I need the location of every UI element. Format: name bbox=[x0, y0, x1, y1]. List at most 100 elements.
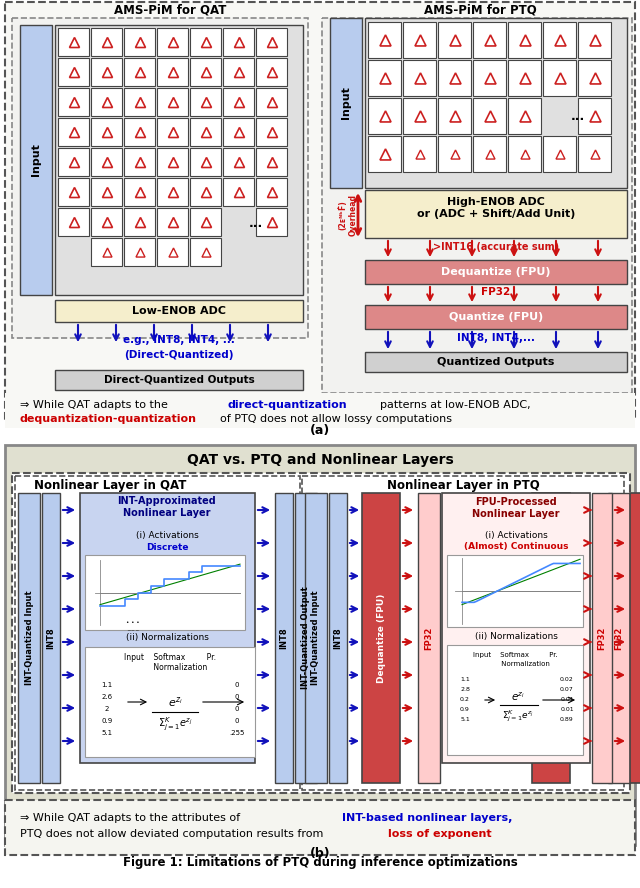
Bar bbox=[578, 136, 611, 172]
Bar bbox=[543, 22, 576, 58]
Polygon shape bbox=[202, 187, 211, 197]
Bar bbox=[256, 148, 287, 176]
Text: 0.9: 0.9 bbox=[101, 718, 113, 724]
Bar bbox=[190, 238, 221, 266]
Polygon shape bbox=[556, 150, 565, 159]
Text: Input: Input bbox=[31, 144, 41, 177]
Bar bbox=[305, 493, 327, 783]
Bar bbox=[362, 493, 400, 783]
Text: (b): (b) bbox=[310, 846, 330, 860]
Polygon shape bbox=[168, 67, 179, 77]
Polygon shape bbox=[202, 37, 211, 47]
Bar bbox=[12, 473, 630, 793]
Text: Discrete: Discrete bbox=[146, 543, 188, 551]
Bar bbox=[543, 60, 576, 96]
Text: INT-Quantized Input: INT-Quantized Input bbox=[24, 591, 33, 686]
Bar bbox=[18, 493, 40, 783]
Bar bbox=[473, 136, 506, 172]
Polygon shape bbox=[102, 187, 113, 197]
Bar bbox=[223, 28, 254, 56]
Polygon shape bbox=[268, 128, 278, 138]
Bar bbox=[12, 18, 308, 338]
Polygon shape bbox=[234, 128, 244, 138]
Polygon shape bbox=[136, 187, 145, 197]
Text: INT8: INT8 bbox=[333, 627, 342, 649]
Bar bbox=[55, 300, 303, 322]
Bar bbox=[368, 98, 401, 134]
Bar bbox=[578, 98, 611, 134]
Bar bbox=[275, 493, 293, 783]
Polygon shape bbox=[268, 157, 278, 168]
Text: Input    Softmax         Pr.: Input Softmax Pr. bbox=[124, 653, 216, 662]
Text: 0.01: 0.01 bbox=[560, 696, 574, 702]
Bar bbox=[365, 18, 627, 188]
Polygon shape bbox=[168, 218, 179, 227]
Bar bbox=[368, 22, 401, 58]
Text: 0: 0 bbox=[235, 682, 239, 688]
Text: $\Sigma_{j=1}^{K}e^{z_j}$: $\Sigma_{j=1}^{K}e^{z_j}$ bbox=[157, 716, 192, 733]
Polygon shape bbox=[103, 248, 112, 257]
Text: 0: 0 bbox=[235, 706, 239, 712]
Text: • • •: • • • bbox=[126, 620, 140, 624]
Bar bbox=[124, 178, 155, 206]
Polygon shape bbox=[234, 98, 244, 107]
Polygon shape bbox=[590, 73, 601, 84]
Text: (i) Activations: (i) Activations bbox=[484, 530, 547, 540]
Bar bbox=[55, 370, 303, 390]
Text: ...: ... bbox=[571, 110, 585, 123]
Text: .255: .255 bbox=[229, 730, 244, 736]
Polygon shape bbox=[136, 37, 145, 47]
Polygon shape bbox=[590, 35, 601, 46]
Bar bbox=[157, 178, 188, 206]
Polygon shape bbox=[590, 111, 601, 122]
Polygon shape bbox=[521, 150, 530, 159]
Polygon shape bbox=[380, 35, 391, 46]
Text: 0.9: 0.9 bbox=[460, 707, 470, 711]
Bar bbox=[91, 58, 122, 86]
Bar bbox=[447, 555, 583, 627]
Bar bbox=[295, 493, 317, 783]
Polygon shape bbox=[268, 67, 278, 77]
Bar bbox=[473, 60, 506, 96]
Polygon shape bbox=[520, 111, 531, 122]
Bar bbox=[473, 98, 506, 134]
Bar bbox=[578, 22, 611, 58]
Text: 0.89: 0.89 bbox=[560, 717, 574, 721]
Text: (ii) Normalizations: (ii) Normalizations bbox=[475, 631, 557, 640]
Text: (a): (a) bbox=[310, 424, 330, 437]
Text: Dequantize (FPU): Dequantize (FPU) bbox=[376, 593, 385, 683]
Polygon shape bbox=[380, 73, 391, 84]
Bar bbox=[91, 178, 122, 206]
Bar bbox=[438, 22, 471, 58]
Text: $\Sigma_{j=1}^{K}e^{z_j}$: $\Sigma_{j=1}^{K}e^{z_j}$ bbox=[502, 709, 534, 724]
Bar bbox=[157, 28, 188, 56]
Bar bbox=[329, 493, 347, 783]
Bar bbox=[58, 28, 89, 56]
Text: Normalization: Normalization bbox=[481, 661, 549, 667]
Text: e.g., INT8, INT4, ...: e.g., INT8, INT4, ... bbox=[123, 335, 235, 345]
Bar bbox=[91, 208, 122, 236]
Text: (Direct-Quantized): (Direct-Quantized) bbox=[124, 350, 234, 360]
Polygon shape bbox=[102, 98, 113, 107]
Text: (ii) Normalizations: (ii) Normalizations bbox=[125, 632, 209, 641]
Polygon shape bbox=[450, 73, 461, 84]
Text: (i) Activations: (i) Activations bbox=[136, 530, 198, 540]
Polygon shape bbox=[555, 73, 566, 84]
Bar bbox=[302, 476, 624, 790]
Text: Quantized Outputs: Quantized Outputs bbox=[437, 357, 555, 367]
Polygon shape bbox=[234, 37, 244, 47]
Bar bbox=[368, 136, 401, 172]
Polygon shape bbox=[268, 37, 278, 47]
Text: dequantization-quantization: dequantization-quantization bbox=[20, 414, 197, 424]
Bar bbox=[80, 493, 255, 763]
Polygon shape bbox=[415, 111, 426, 122]
Bar bbox=[190, 88, 221, 116]
Bar bbox=[58, 208, 89, 236]
Bar bbox=[58, 148, 89, 176]
Polygon shape bbox=[202, 157, 211, 168]
Polygon shape bbox=[416, 150, 425, 159]
Polygon shape bbox=[70, 37, 79, 47]
Polygon shape bbox=[202, 218, 211, 227]
Text: >INT16 (accurate sum): >INT16 (accurate sum) bbox=[433, 242, 559, 252]
Polygon shape bbox=[485, 35, 496, 46]
